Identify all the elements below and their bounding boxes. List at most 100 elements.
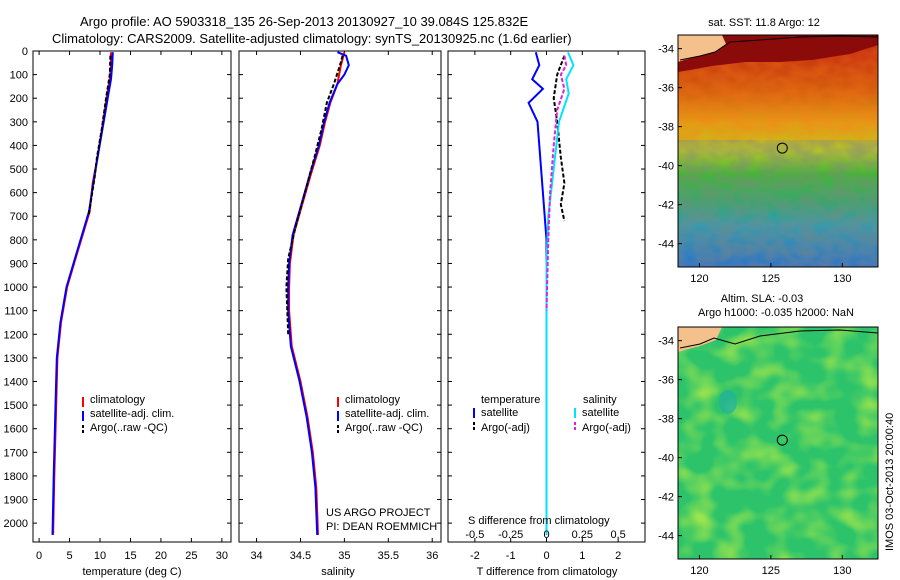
depth-tick-label: 1300 <box>4 353 28 365</box>
sst-map-frame <box>677 34 879 268</box>
temperature-xlabel: temperature (deg C) <box>82 566 181 578</box>
depth-tick-label: 500 <box>10 164 28 176</box>
sst-coastal-warm-band <box>678 35 878 72</box>
legend-title-salinity: salinity <box>583 394 617 406</box>
depth-tick-label: 1800 <box>4 471 28 483</box>
s-difference-tick-label: -0.5 <box>465 529 484 541</box>
difference-series <box>527 51 575 535</box>
salinity-series <box>285 51 350 535</box>
legend-label-argo: Argo(..raw -QC) <box>90 422 168 434</box>
series-line-salinity-satellite <box>545 51 575 535</box>
depth-tick-label: 1900 <box>4 495 28 507</box>
salinity-axis: 34 34.5 35 35.5 36 <box>250 51 438 562</box>
lat-tick-label: -42 <box>658 200 674 212</box>
x-tick-label: -1 <box>506 550 516 562</box>
header-line-1: Argo profile: AO 5903318_135 26-Sep-2013… <box>80 14 528 29</box>
lon-tick-label: 125 <box>762 565 780 577</box>
salinity-legend: climatology satellite-adj. clim. Argo(..… <box>337 394 429 435</box>
lat-tick-label: -42 <box>658 492 674 504</box>
argo-float-marker <box>776 142 788 154</box>
depth-tick-label: 100 <box>10 70 28 82</box>
legend-label-sal-satellite: satellite <box>582 407 619 419</box>
header-line-2: Climatology: CARS2009. Satellite-adjuste… <box>52 31 572 46</box>
depth-tick-label: 0 <box>22 46 28 58</box>
legend-label-climatology: climatology <box>345 394 401 406</box>
legend-label-climatology: climatology <box>90 394 146 406</box>
x-tick-label: 15 <box>124 550 136 562</box>
temperature-legend: climatology satellite-adj. clim. Argo(..… <box>82 394 174 435</box>
depth-tick-label: 700 <box>10 211 28 223</box>
depth-tick-label: 300 <box>10 117 28 129</box>
legend-label-sal-argo: Argo(-adj) <box>582 422 631 434</box>
temperature-series <box>51 52 114 535</box>
depth-tick-label: 1600 <box>4 424 28 436</box>
lon-tick-label: 120 <box>690 565 708 577</box>
x-tick-label: 20 <box>155 550 167 562</box>
salinity-xlabel: salinity <box>321 566 355 578</box>
s-difference-tick-labels: -0.5 -0.25 0 0.25 0.5 <box>465 529 625 541</box>
argo-float-marker <box>776 434 788 446</box>
depth-tick-label: 2000 <box>4 518 28 530</box>
s-difference-label: S difference from climatology <box>468 515 610 527</box>
salinity-plot-frame <box>238 50 442 543</box>
land-mass <box>678 35 726 62</box>
x-tick-label: 25 <box>185 550 197 562</box>
lon-tick-label: 130 <box>833 273 851 285</box>
sla-map-frame <box>677 326 879 560</box>
s-difference-tick-label: 0.25 <box>572 529 593 541</box>
x-tick-label: 35 <box>338 550 350 562</box>
legend-label-argo: Argo(..raw -QC) <box>345 422 423 434</box>
sla-map-axes: 120 125 130 -34 -36 -38 -40 -42 -44 <box>658 336 851 577</box>
depth-tick-label: 1500 <box>4 400 28 412</box>
depth-tick-label: 1700 <box>4 447 28 459</box>
lat-tick-label: -44 <box>658 531 674 543</box>
x-tick-label: 0 <box>36 550 42 562</box>
sla-map-title-2: Argo h1000: -0.035 h2000: NaN <box>698 307 854 319</box>
timestamp-label: IMOS 03-Oct-2013 20:00:40 <box>884 413 896 551</box>
x-tick-label: 36 <box>426 550 438 562</box>
series-line-argo-raw-qc <box>285 55 344 335</box>
lat-tick-label: -36 <box>658 83 674 95</box>
temperature-axis: 0 5 10 15 20 25 30 <box>36 51 228 562</box>
depth-tick-label: 800 <box>10 235 28 247</box>
x-tick-label: 35.5 <box>378 550 399 562</box>
x-tick-label: 34 <box>250 550 262 562</box>
depth-tick-label: 1000 <box>4 282 28 294</box>
depth-tick-label: 600 <box>10 188 28 200</box>
series-line-argo-raw-qc <box>87 55 112 217</box>
salinity-profile-panel: 34 34.5 35 35.5 36 climatology satellite-adj… <box>238 50 442 578</box>
series-line-salinity-argo-adj <box>545 55 568 311</box>
lat-tick-label: -38 <box>658 414 674 426</box>
lon-tick-label: 125 <box>762 273 780 285</box>
legend-title-temperature: temperature <box>481 394 540 406</box>
depth-axis: 0 100 200 300 400 500 600 700 800 900 1000 1100 1200… <box>4 46 645 530</box>
lat-tick-label: -36 <box>658 375 674 387</box>
lat-tick-label: -40 <box>658 453 674 465</box>
t-difference-xlabel: T difference from climatology <box>477 566 618 578</box>
x-tick-label: 1 <box>579 550 585 562</box>
depth-tick-label: 400 <box>10 140 28 152</box>
sst-heatmap <box>678 35 879 267</box>
legend-label-temp-satellite: satellite <box>481 407 518 419</box>
depth-tick-label: 200 <box>10 93 28 105</box>
legend-label-satellite-adj: satellite-adj. clim. <box>90 408 174 420</box>
difference-axis: -2 -1 0 1 2 <box>470 51 621 562</box>
lat-tick-label: -44 <box>658 239 674 251</box>
x-tick-label: 0 <box>543 550 549 562</box>
s-difference-tick-label: -0.25 <box>498 529 523 541</box>
series-line-climatology <box>288 51 346 535</box>
depth-tick-label: 1200 <box>4 329 28 341</box>
sla-heatmap <box>678 327 879 559</box>
sla-map-title-1: Altim. SLA: -0.03 <box>721 293 804 305</box>
coastline <box>679 329 879 349</box>
series-line-satellite-adj-clim <box>287 51 350 535</box>
series-line-temperature-argo-adj <box>552 55 566 222</box>
legend-label-temp-argo: Argo(-adj) <box>481 422 530 434</box>
lat-tick-label: -40 <box>658 161 674 173</box>
legend-label-satellite-adj: satellite-adj. clim. <box>345 408 429 420</box>
x-tick-label: 5 <box>66 550 72 562</box>
sla-map-panel: Altim. SLA: -0.03 Argo h1000: -0.035 h20… <box>658 293 879 577</box>
difference-profile-panel: -2 -1 0 1 2 temperature salinity satellite A… <box>447 50 646 578</box>
series-line-satellite-adj-clim <box>51 52 114 535</box>
